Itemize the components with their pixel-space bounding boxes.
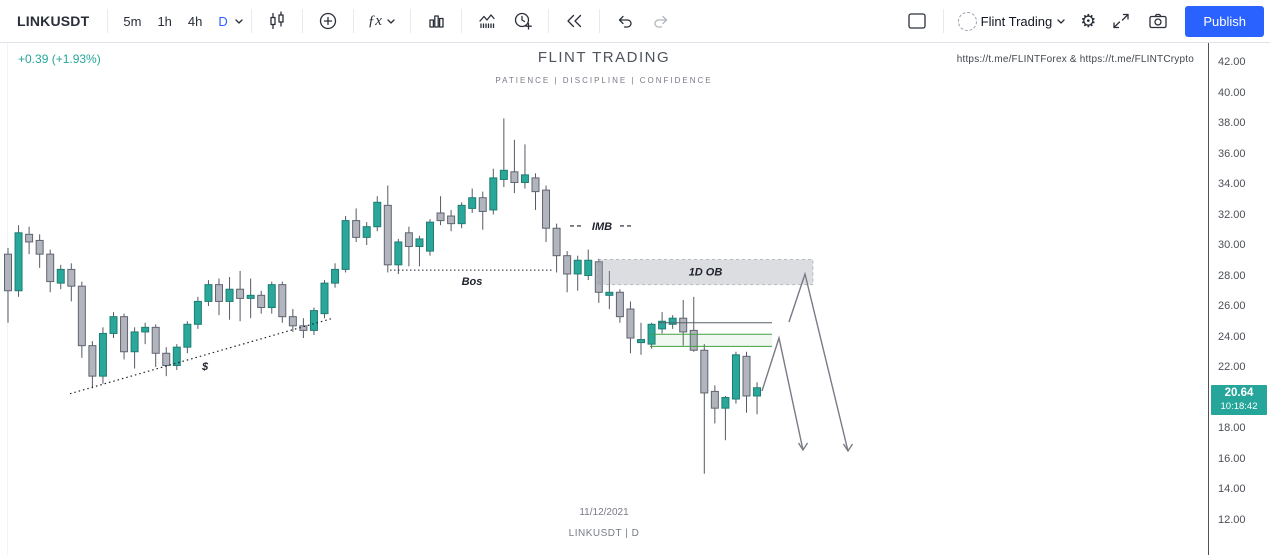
patterns-button[interactable] [469, 6, 505, 36]
fullscreen-button[interactable] [1103, 6, 1139, 36]
price-tick: 14.00 [1218, 483, 1246, 495]
price-tick: 42.00 [1218, 56, 1246, 68]
chart-style-button[interactable] [259, 6, 295, 36]
price-tick: 16.00 [1218, 452, 1246, 465]
fx-indicators-icon: ƒx [367, 12, 382, 29]
alarm-clock-plus-icon [512, 10, 534, 32]
price-tick: 22.00 [1218, 361, 1246, 373]
financials-button[interactable] [418, 6, 454, 36]
plus-circle-icon [317, 10, 339, 32]
bar-countdown: 10:18:42 [1220, 400, 1258, 412]
svg-text:1D OB: 1D OB [689, 266, 723, 278]
price-tick: 36.00 [1218, 147, 1246, 160]
symbol-button[interactable]: LINKUSDT [6, 9, 100, 33]
last-price-badge: 20.64 10:18:42 [1211, 384, 1267, 415]
account-menu[interactable]: Flint Trading [951, 8, 1074, 35]
divider [107, 9, 109, 33]
price-tick: 24.00 [1218, 330, 1246, 343]
price-tick: 38.00 [1218, 117, 1246, 129]
indicators-button[interactable]: ƒx [361, 9, 403, 34]
divider [250, 9, 252, 33]
chart-area[interactable]: +0.39 (+1.93%) FLINT TRADING PATIENCE | … [0, 43, 1208, 555]
price-tick: 18.00 [1218, 422, 1246, 434]
alert-button[interactable] [505, 6, 541, 36]
rewind-icon [563, 10, 585, 32]
timeframe-4h[interactable]: 4h [180, 10, 210, 33]
chevron-down-icon[interactable] [234, 12, 244, 30]
date-label: 11/12/2021 [579, 507, 629, 518]
price-tick: 32.00 [1218, 208, 1246, 221]
candlestick-chart-icon [266, 10, 288, 32]
divider [598, 9, 600, 33]
watermark-title: FLINT TRADING [537, 49, 671, 66]
divider [547, 9, 549, 33]
telegram-links-text: https://t.me/FLINTForex & https://t.me/F… [956, 54, 1194, 65]
account-name: Flint Trading [980, 13, 1053, 29]
camera-icon [1146, 10, 1170, 32]
watermark: FLINT TRADING PATIENCE | DISCIPLINE | CO… [495, 49, 712, 85]
wave-chart-icon [476, 10, 498, 32]
toolbar-left: LINKUSDT 5m 1h 4h D [6, 6, 679, 36]
price-tick: 30.00 [1218, 239, 1246, 251]
svg-text:Bos: Bos [462, 276, 483, 288]
snapshot-button[interactable] [1139, 6, 1177, 36]
chevron-down-icon [1056, 17, 1066, 25]
layout-button[interactable] [898, 6, 936, 36]
timeframe-5m[interactable]: 5m [115, 10, 149, 33]
price-tick: 28.00 [1218, 269, 1246, 282]
timeframe-1d-active[interactable]: D [210, 10, 235, 33]
publish-button[interactable]: Publish [1185, 5, 1264, 37]
symbol-timeframe-label: LINKUSDT | D [568, 528, 640, 539]
bar-chart-icon [425, 10, 447, 32]
candlestick-chart[interactable]: 1D OB Bos $ IMB [0, 43, 1208, 555]
timeframe-1h[interactable]: 1h [149, 10, 179, 33]
undo-arrow-icon [614, 10, 636, 32]
divider [352, 9, 354, 33]
avatar [957, 11, 977, 31]
svg-text:$: $ [201, 361, 209, 373]
divider [409, 9, 411, 33]
price-tick: 26.00 [1218, 300, 1246, 312]
toolbar-right: Flint Trading ⚙ [898, 5, 1264, 37]
price-tick: 40.00 [1218, 86, 1246, 99]
top-toolbar: LINKUSDT 5m 1h 4h D [0, 0, 1270, 43]
price-change-text: +0.39 (+1.93%) [18, 52, 101, 66]
divider [942, 9, 944, 33]
price-tick: 12.00 [1218, 513, 1246, 526]
watermark-subtitle: PATIENCE | DISCIPLINE | CONFIDENCE [495, 76, 713, 85]
fullscreen-icon [1110, 10, 1132, 32]
chevron-down-icon [386, 17, 396, 25]
settings-button[interactable]: ⚙ [1073, 8, 1103, 34]
redo-arrow-icon [650, 10, 672, 32]
undo-button[interactable] [607, 6, 643, 36]
divider [460, 9, 462, 33]
gear-icon: ⚙ [1080, 11, 1097, 31]
last-price-value: 20.64 [1224, 386, 1254, 399]
divider [301, 9, 303, 33]
svg-text:IMB: IMB [592, 221, 612, 233]
compare-button[interactable] [310, 6, 346, 36]
redo-button[interactable] [643, 6, 679, 36]
price-tick: 34.00 [1218, 178, 1246, 190]
layout-square-icon [905, 10, 929, 32]
bar-replay-button[interactable] [556, 6, 592, 36]
price-axis[interactable]: 20.64 10:18:42 42.00 40.00 38.00 36.00 34.00… [1208, 43, 1270, 555]
